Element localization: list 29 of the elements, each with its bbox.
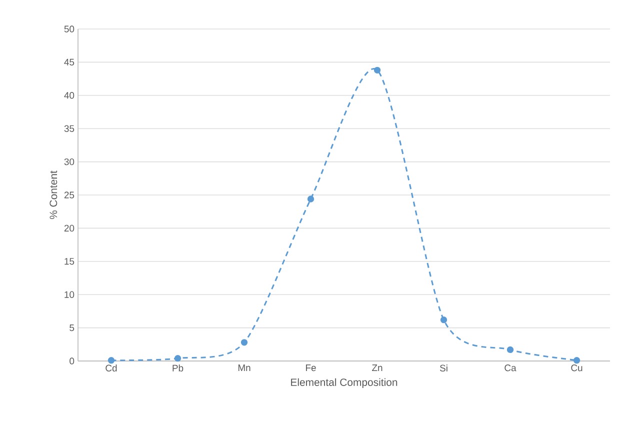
x-tick-label: Fe (306, 364, 316, 372)
point (573, 356, 580, 364)
y-tick-label: 5 (70, 324, 74, 332)
x-tick-label: Cd (106, 364, 117, 372)
point (240, 339, 248, 346)
y-axis-title: % Content (50, 170, 58, 220)
x-tick-label: Pb (172, 364, 184, 372)
x-tick-label: Cu (571, 364, 582, 372)
y-tick-label: 35 (64, 125, 74, 132)
point (174, 355, 182, 362)
y-tick-label: 50 (64, 26, 74, 32)
y-tick-label: 40 (64, 92, 74, 99)
y-tick-label: 20 (64, 224, 74, 232)
x-axis-title: Elemental Composition (291, 378, 398, 388)
y-tick-label: 45 (64, 58, 74, 66)
x-tick-label: Zn (372, 364, 382, 372)
point (374, 66, 381, 74)
x-tick-label: Ca (504, 364, 516, 372)
point (108, 356, 115, 364)
y-tick-label: 15 (64, 258, 74, 265)
y-tick-label: 30 (64, 158, 74, 166)
point (307, 196, 314, 202)
y-tick-label: 10 (64, 291, 74, 298)
y-tick-label: 25 (64, 192, 74, 198)
x-tick-label: Si (440, 364, 448, 372)
y-tick-label: 0 (70, 358, 74, 364)
point (440, 316, 448, 324)
point (506, 346, 514, 354)
x-tick-label: Mn (238, 364, 250, 372)
